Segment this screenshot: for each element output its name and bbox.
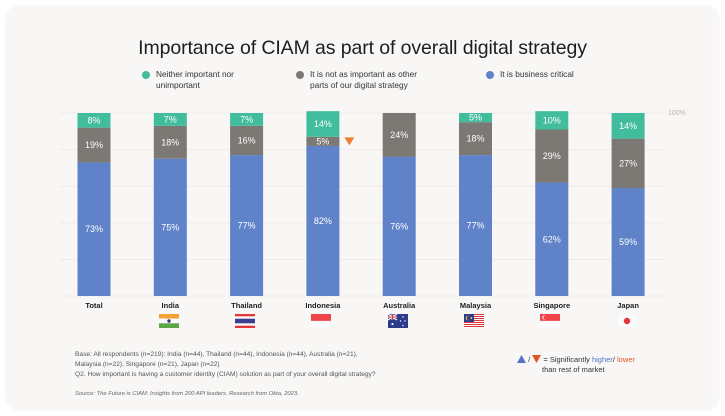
- significance-higher: higher: [591, 355, 613, 364]
- bar-segment-business-critical: [230, 155, 264, 296]
- data-label: 7%: [240, 114, 253, 124]
- bar-segment-business-critical: [382, 156, 416, 296]
- data-label: 77%: [466, 221, 484, 231]
- bar-segment-neither: [611, 113, 645, 139]
- data-label: 5%: [316, 136, 329, 146]
- y-axis-max-label: 100%: [668, 110, 686, 117]
- significance-separator: /: [528, 355, 531, 364]
- bar-segment-neither: [459, 113, 492, 123]
- data-label: 5%: [469, 113, 482, 123]
- malaysia-flag-icon: [464, 314, 484, 328]
- legend-item-neither: Neither important nor unimportant: [142, 69, 234, 91]
- legend-label: Neither important nor: [156, 69, 234, 79]
- australia-flag-icon: [388, 314, 408, 328]
- data-label: 75%: [161, 222, 179, 232]
- bar-segment-business-critical: [77, 162, 111, 296]
- bar-segment-not-as-important: [306, 136, 340, 146]
- legend-dot-not-as-important: [296, 71, 304, 79]
- data-label: 8%: [87, 115, 100, 125]
- x-tick-label: Total: [85, 301, 102, 310]
- bar-segment-not-as-important: [535, 129, 569, 183]
- data-label: 14%: [619, 121, 637, 131]
- significance-slash: /: [612, 355, 617, 364]
- bar-segment-neither: [77, 113, 111, 128]
- data-label: 59%: [619, 237, 637, 247]
- bar-segment-business-critical: [459, 155, 492, 296]
- footnote-base-line2: Malaysia (n=22), Singapore (n=21), Japan…: [75, 361, 220, 368]
- thailand-flag-icon: [235, 314, 255, 328]
- legend-item-business-critical: It is business critical: [486, 69, 574, 80]
- data-label: 24%: [390, 130, 408, 140]
- legend-dot-business-critical: [486, 71, 494, 79]
- bar-segment-neither: [153, 113, 187, 126]
- data-label: 19%: [85, 140, 103, 150]
- bar-segment-business-critical: [535, 182, 569, 296]
- indonesia-flag-icon: [311, 314, 331, 328]
- footnote: Base: All respondents (n=219): India (n=…: [75, 350, 376, 380]
- data-label: 18%: [161, 137, 179, 147]
- significance-legend: / = Significantly higher/ lower than res…: [517, 355, 635, 375]
- bar-segment-business-critical: [306, 145, 340, 296]
- x-tick-label: Australia: [383, 301, 416, 310]
- down-triangle-icon: [532, 355, 542, 363]
- source-note: Source: The Future is CIAM: Insights fro…: [75, 391, 299, 397]
- x-tick-label: Malaysia: [460, 301, 492, 310]
- chart-title: Importance of CIAM as part of overall di…: [138, 37, 587, 59]
- india-flag-icon: [159, 314, 179, 328]
- bar-segment-business-critical: [611, 188, 645, 296]
- bar-segment-neither: [306, 111, 340, 137]
- chart-card: [6, 6, 719, 410]
- x-tick-label: Indonesia: [305, 301, 341, 310]
- significance-lower: lower: [616, 355, 635, 364]
- data-label: 14%: [314, 119, 332, 129]
- up-triangle-icon: [517, 355, 526, 363]
- x-tick-label: Thailand: [231, 301, 262, 310]
- bar-segment-not-as-important: [459, 122, 492, 156]
- data-label: 10%: [543, 115, 561, 125]
- data-label: 77%: [238, 221, 256, 231]
- singapore-flag-icon: [540, 314, 560, 328]
- japan-flag-icon: [617, 314, 637, 328]
- bar-segment-not-as-important: [77, 127, 111, 163]
- significance-marker-down-triangle: [344, 137, 355, 146]
- data-label: 82%: [314, 216, 332, 226]
- x-tick-label: India: [162, 301, 180, 310]
- legend-label-line2: unimportant: [156, 80, 200, 90]
- data-label: 16%: [238, 135, 256, 145]
- legend-label-line2: parts of our digital strategy: [310, 80, 408, 90]
- bar-segment-neither: [230, 113, 264, 126]
- x-tick-label: Singapore: [533, 301, 570, 310]
- data-label: 29%: [543, 151, 561, 161]
- legend-label: It is business critical: [500, 69, 574, 79]
- legend-label: It is not as important as other: [310, 69, 417, 79]
- significance-prefix: = Significantly: [543, 355, 592, 364]
- legend-dot-neither: [142, 71, 150, 79]
- bar-segment-not-as-important: [382, 113, 416, 157]
- footnote-question: Q2. How important is having a customer i…: [75, 371, 376, 378]
- data-label: 27%: [619, 158, 637, 168]
- bar-segment-neither: [535, 111, 569, 130]
- legend-item-not-as-important: It is not as important as other parts of …: [296, 69, 417, 91]
- bar-segment-not-as-important: [153, 125, 187, 159]
- footnote-base-line1: Base: All respondents (n=219): India (n=…: [75, 351, 358, 358]
- data-label: 62%: [543, 234, 561, 244]
- bar-segment-business-critical: [153, 158, 187, 296]
- data-label: 73%: [85, 224, 103, 234]
- significance-line2: than rest of market: [542, 365, 605, 374]
- bar-segment-not-as-important: [611, 138, 645, 189]
- data-label: 7%: [164, 114, 177, 124]
- data-label: 76%: [390, 221, 408, 231]
- data-label: 18%: [466, 134, 484, 144]
- x-tick-label: Japan: [617, 301, 639, 310]
- bar-segment-not-as-important: [230, 125, 264, 156]
